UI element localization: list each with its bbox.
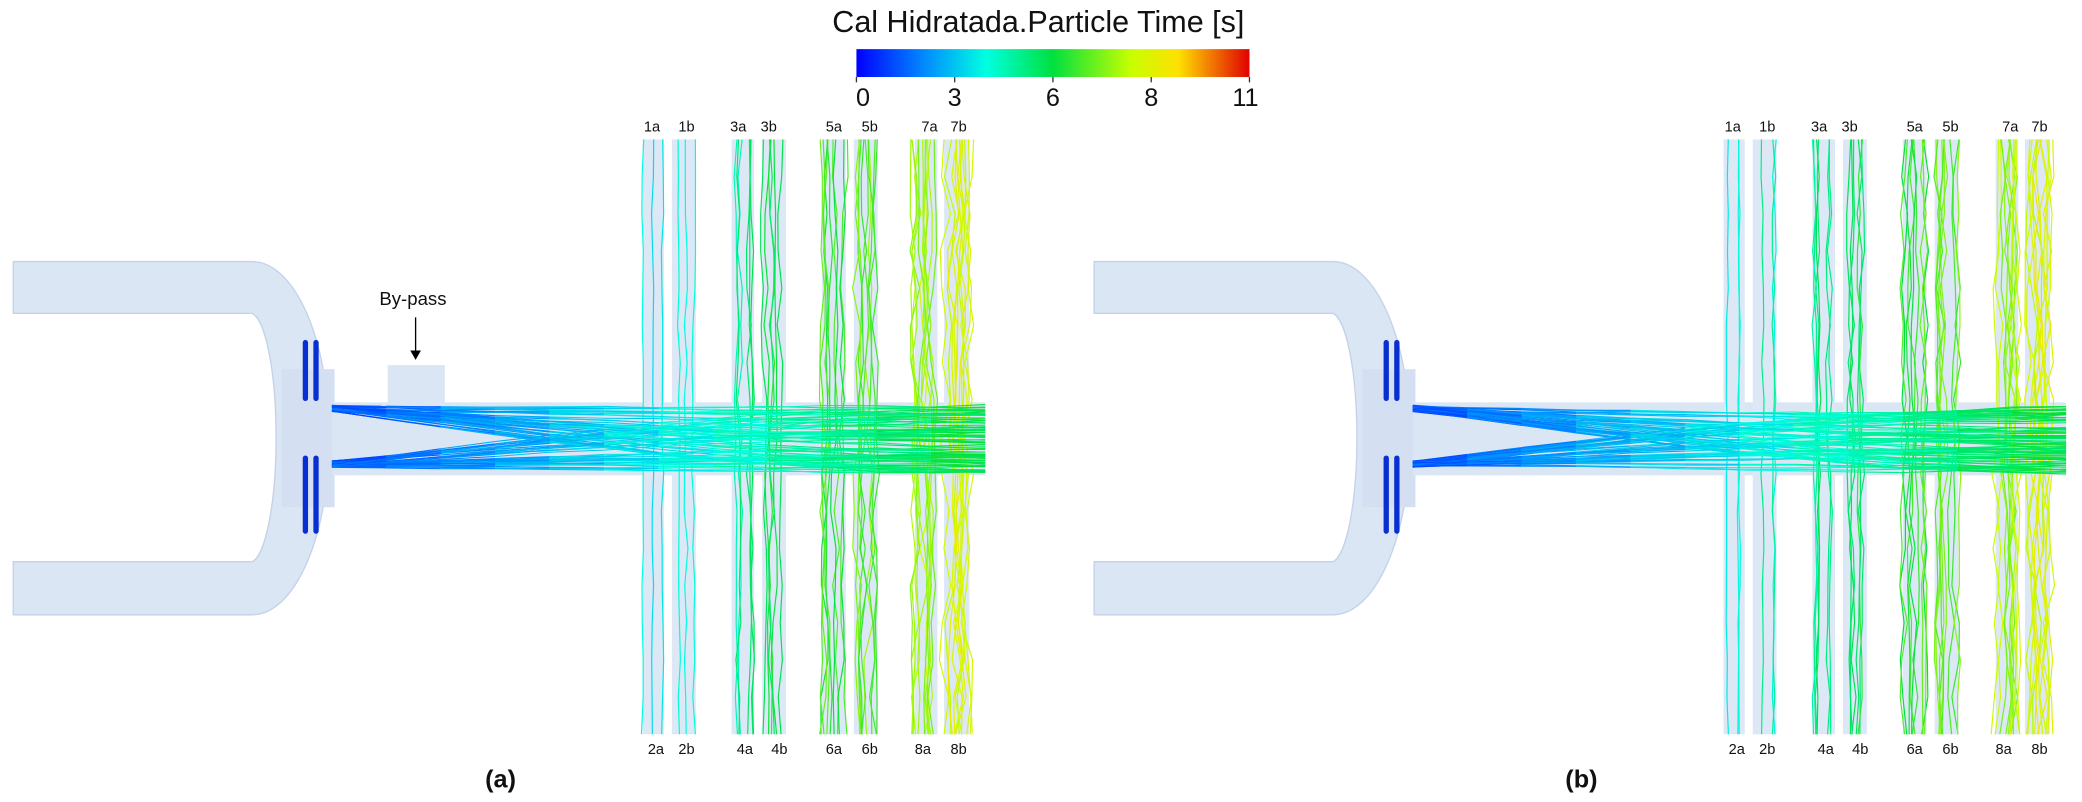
tube-label: 1b: [1759, 119, 1775, 135]
streamline: [1576, 462, 1630, 463]
colorbar-tick-label: 11: [1232, 84, 1258, 112]
streamline: [659, 467, 713, 468]
streamline: [441, 463, 495, 464]
streamline: [604, 467, 658, 468]
tube-label: 6b: [1942, 742, 1958, 758]
streamline: [659, 471, 713, 472]
colorbar-title: Cal Hidratada.Particle Time [s]: [832, 5, 1244, 39]
streamline: [876, 457, 930, 458]
streamline: [931, 415, 985, 416]
tube-label: 2a: [1729, 742, 1746, 758]
tube-label: 8a: [1996, 742, 2013, 758]
tube-label: 7b: [2031, 119, 2047, 135]
streamline: [931, 410, 985, 411]
tube-label: 3a: [730, 119, 747, 135]
streamline: [386, 467, 440, 468]
panel-label: (a): [485, 765, 516, 793]
streamline: [2012, 455, 2066, 456]
streamline: [1957, 423, 2011, 424]
tube-label: 7a: [2002, 119, 2019, 135]
tube-label: 8a: [915, 742, 932, 758]
tube-label: 5b: [1942, 119, 1958, 135]
streamline: [822, 462, 876, 463]
tube-label: 3b: [761, 119, 777, 135]
tube-label: 4b: [771, 742, 787, 758]
tube-label: 6a: [826, 742, 843, 758]
streamline: [876, 466, 930, 467]
streamline: [2012, 421, 2066, 422]
colorbar: [856, 49, 1249, 77]
figure: Cal Hidratada.Particle Time [s] By-pass 1…: [0, 0, 2082, 802]
tube-label: 8b: [2031, 742, 2047, 758]
tube-label: 4a: [1818, 742, 1835, 758]
panel-b: 1a 1b 3a 3b 5a 5b 7a 7b 2a 2b 4a 4b 6a 6b 8a 8b (b): [1094, 119, 2066, 793]
streamline: [2012, 448, 2066, 449]
panel-a: By-pass 1a 1b 3a 3b 5a 5b 7a 7b 2a 2b 4a 4b 6a 6b 8a 8b (…: [13, 119, 985, 793]
streamline: [550, 407, 604, 408]
streamline: [767, 426, 821, 427]
streamline: [876, 434, 930, 435]
streamline: [1957, 457, 2011, 458]
panel-label: (b): [1565, 765, 1597, 793]
streamline: [550, 411, 604, 412]
bypass: [388, 365, 445, 404]
tube-label: 1a: [1725, 119, 1742, 135]
streamline: [1903, 428, 1957, 429]
tube-label: 4a: [737, 742, 754, 758]
tube-label: 1b: [678, 119, 694, 135]
tube-label: 6b: [862, 742, 878, 758]
tube-label: 7a: [921, 119, 938, 135]
tube-label: 6a: [1907, 742, 1924, 758]
streamline: [2012, 435, 2066, 436]
arrow-head: [410, 351, 421, 360]
streamline: [550, 467, 604, 468]
streamline: [876, 464, 930, 465]
colorbar-tick-label: 6: [1046, 84, 1060, 112]
tube-label: 2a: [648, 742, 665, 758]
streamline: [876, 455, 930, 456]
streamline: [604, 413, 658, 414]
tube-label: 5a: [826, 119, 843, 135]
tube-label: 4b: [1852, 742, 1868, 758]
colorbar-tick-label: 3: [948, 84, 962, 112]
streamline: [876, 409, 930, 410]
streamline: [931, 417, 985, 418]
streamline: [713, 412, 767, 413]
tube-label: 5a: [1907, 119, 1924, 135]
tube-label: 1a: [644, 119, 661, 135]
annotation: By-pass: [379, 288, 446, 309]
streamline: [876, 461, 930, 462]
streamline: [1957, 448, 2011, 449]
streamline: [1957, 418, 2011, 419]
streamline: [2012, 438, 2066, 439]
tube-label: 8b: [951, 742, 967, 758]
tube-label: 5b: [862, 119, 878, 135]
streamline: [1903, 450, 1957, 451]
streamline: [876, 450, 930, 451]
streamline: [876, 419, 930, 420]
streamline: [767, 412, 821, 413]
tube-label: 3b: [1842, 119, 1858, 135]
streamline: [931, 435, 985, 436]
tube-label: 3a: [1811, 119, 1828, 135]
streamline: [822, 407, 876, 408]
streamline: [1848, 432, 1902, 433]
streamline: [1848, 472, 1902, 473]
tube-label: 2b: [1759, 742, 1775, 758]
streamline: [495, 464, 549, 465]
tube-label: 2b: [678, 742, 694, 758]
streamline: [1631, 463, 1685, 464]
page: Cal Hidratada.Particle Time [s] By-pass 1…: [0, 0, 2082, 802]
colorbar-tick-label: 0: [856, 84, 870, 112]
colorbar-tick-label: 8: [1144, 84, 1158, 112]
tube-label: 7b: [951, 119, 967, 135]
